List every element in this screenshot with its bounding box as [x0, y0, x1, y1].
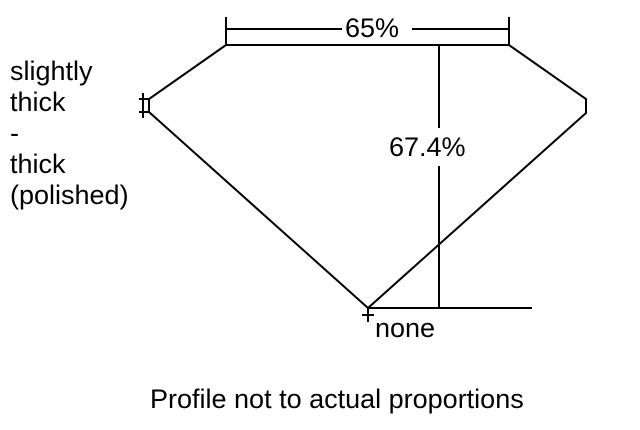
girdle-label-line: (polished) — [10, 180, 129, 210]
gem-outline — [148, 44, 587, 310]
girdle-label-line: - — [10, 118, 19, 148]
girdle-label-line: slightly — [10, 56, 93, 86]
girdle-label-line: thick — [10, 149, 66, 179]
girdle-label-line: thick — [10, 87, 66, 117]
culet-label: none — [375, 313, 436, 343]
depth-percentage: 67.4% — [389, 132, 466, 162]
girdle-label: slightly thick - thick (polished) — [10, 56, 129, 211]
table-percentage: 65% — [345, 13, 400, 43]
caption: Profile not to actual proportions — [150, 384, 524, 414]
